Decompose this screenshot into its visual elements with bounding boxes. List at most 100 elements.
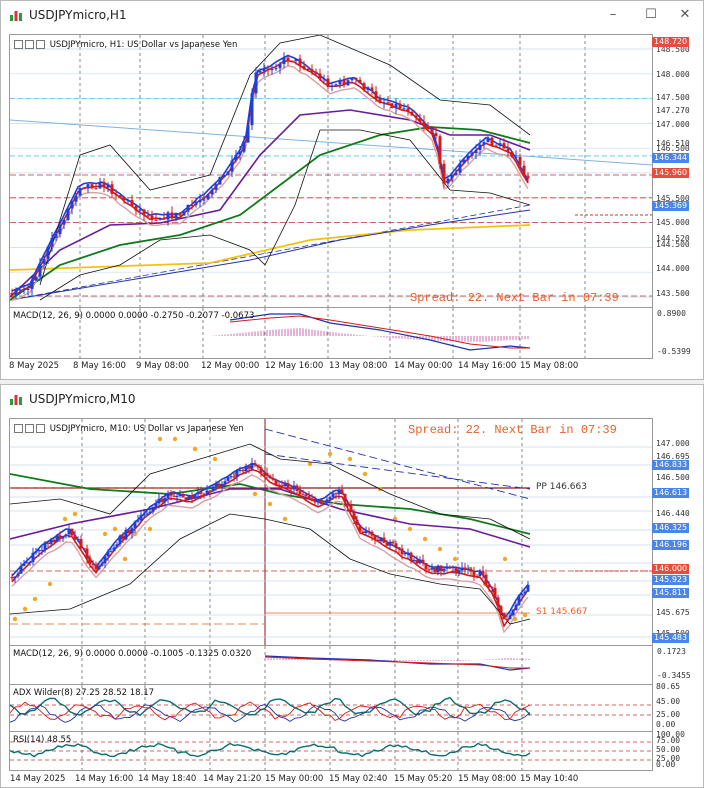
h1-candle-body <box>50 237 54 247</box>
h1-title-bar[interactable]: USDJPYmicro,H1 – ☐ ✕ <box>1 1 703 31</box>
m10-candle-body <box>436 565 440 572</box>
m10-candle-body <box>376 539 380 542</box>
chart-properties-icon[interactable] <box>25 40 34 49</box>
h1-candle-body <box>422 121 426 126</box>
m10-candle-body <box>226 477 230 482</box>
parabolic-sar-dot <box>62 516 68 522</box>
h1-candle-body <box>474 149 478 154</box>
m10-candle-body <box>103 556 107 564</box>
h1-price-panel[interactable]: USDJPYmicro, H1: US Dollar vs Japanese Y… <box>9 34 653 308</box>
m10-candle-body <box>352 511 356 520</box>
m10-candle-body <box>76 539 80 541</box>
h1-chart-window[interactable]: USDJPYmicro,H1 – ☐ ✕ USDJPYmicro, H1: US… <box>0 0 704 380</box>
h1-candle-body <box>262 68 266 72</box>
m10-candle-body <box>256 464 260 468</box>
chart-menu-icon[interactable] <box>14 40 23 49</box>
m10-candle-body <box>511 609 515 616</box>
m10-candle-body <box>121 535 125 540</box>
window-title: USDJPYmicro,H1 <box>29 8 127 22</box>
m10-candle-body <box>163 497 167 502</box>
m10-candle-body <box>379 537 383 542</box>
m10-time-label: 15 May 02:40 <box>329 774 388 784</box>
maximize-button[interactable]: ☐ <box>645 7 657 22</box>
h1-candle-body <box>462 159 466 164</box>
m10-price-badge: 146.833 <box>652 460 690 470</box>
rsi-label: RSI(14) 48.55 <box>13 735 72 745</box>
m10-candle-body <box>358 525 362 532</box>
m10-candle-body <box>253 463 257 465</box>
m10-candle-body <box>52 539 56 543</box>
m10-candle-body <box>307 496 311 499</box>
m10-candle-body <box>58 535 62 539</box>
ma-21-line <box>11 474 529 634</box>
h1-macd-tick-high: 0.8900 <box>657 309 686 318</box>
m10-candle-body <box>82 548 86 550</box>
h1-macd-panel[interactable]: MACD(12, 26, 9) 0.0000 0.0000 -0.2750 -0… <box>9 307 653 359</box>
m10-price-panel[interactable]: USDJPYmicro, M10: US Dollar vs Japanese … <box>9 418 653 646</box>
parabolic-sar-dot <box>267 501 273 507</box>
h1-candle-body <box>394 103 398 108</box>
m10-candle-body <box>181 494 185 498</box>
m10-candle-body <box>517 595 521 605</box>
m10-candle-body <box>178 494 182 497</box>
m10-candle-body <box>301 494 305 496</box>
adx-minus-di-line <box>10 701 531 722</box>
m10-candle-body <box>280 485 284 487</box>
chart-properties-icon[interactable] <box>25 424 34 433</box>
m10-candle-body <box>310 498 314 501</box>
m10-candle-body <box>388 541 392 546</box>
chart-close-icon[interactable] <box>36 424 45 433</box>
chart-close-icon[interactable] <box>36 40 45 49</box>
m10-candle-body <box>412 559 416 562</box>
m10-time-label: 14 May 2025 <box>10 774 66 784</box>
m10-time-label: 14 May 16:00 <box>75 774 134 784</box>
m10-candle-body <box>118 535 122 545</box>
h1-candle-body <box>158 218 162 220</box>
m10-title-bar[interactable]: USDJPYmicro,M10 <box>1 385 703 415</box>
m10-candle-body <box>391 541 395 544</box>
m10-macd-panel[interactable]: MACD(12, 26, 9) 0.0000 0.0000 -0.1005 -0… <box>9 645 653 685</box>
m10-macd-label: MACD(12, 26, 9) 0.0000 0.0000 -0.1005 -0… <box>13 649 252 659</box>
h1-price-tick: 147.000 <box>656 120 690 129</box>
h1-candle-body <box>270 69 274 71</box>
m10-rsi-panel[interactable]: RSI(14) 48.55 <box>9 731 653 771</box>
m10-candle-body <box>115 544 119 548</box>
m10-candle-body <box>286 483 290 488</box>
m10-chart-window[interactable]: USDJPYmicro,M10 USDJPYmicro, M10: US Dol… <box>0 384 704 788</box>
h1-candle-body <box>114 193 118 196</box>
h1-candle-body <box>166 212 170 220</box>
m10-macd-chart <box>81 646 531 684</box>
m10-candle-body <box>190 495 194 499</box>
h1-candle-body <box>190 204 194 206</box>
h1-candle-body <box>98 181 102 189</box>
h1-candle-body <box>326 78 330 88</box>
m10-candle-body <box>304 494 308 497</box>
h1-price-tick: 145.000 <box>656 218 690 227</box>
h1-candle-body <box>78 188 82 196</box>
h1-price-tick: 148.500 <box>656 45 690 54</box>
m10-candle-body <box>223 481 227 484</box>
m10-candle-body <box>91 563 95 565</box>
h1-candle-body <box>218 176 222 185</box>
m10-candle-body <box>271 478 275 480</box>
h1-candle-body <box>334 84 338 86</box>
m10-adx-panel[interactable]: ADX Wilder(8) 27.25 28.52 18.17 <box>9 684 653 732</box>
m10-candle-body <box>241 469 245 472</box>
m10-candle-body <box>424 563 428 570</box>
h1-candle-body <box>22 288 26 290</box>
m10-candle-body <box>217 483 221 487</box>
m10-candle-body <box>337 489 341 495</box>
m10-candle-body <box>31 552 35 562</box>
chart-menu-icon[interactable] <box>14 424 23 433</box>
minimize-button[interactable]: – <box>609 7 617 22</box>
parabolic-sar-dot <box>32 596 38 602</box>
h1-candle-body <box>134 205 138 211</box>
h1-candle-body <box>126 200 130 202</box>
close-button[interactable]: ✕ <box>679 7 691 22</box>
m10-price-badge: 145.923 <box>652 575 690 585</box>
h1-candle-body <box>266 68 270 70</box>
h1-price-chart <box>10 35 652 307</box>
h1-macd-tick-low: -0.5399 <box>657 347 691 356</box>
h1-candle-body <box>354 77 358 80</box>
trend-line <box>264 453 531 490</box>
